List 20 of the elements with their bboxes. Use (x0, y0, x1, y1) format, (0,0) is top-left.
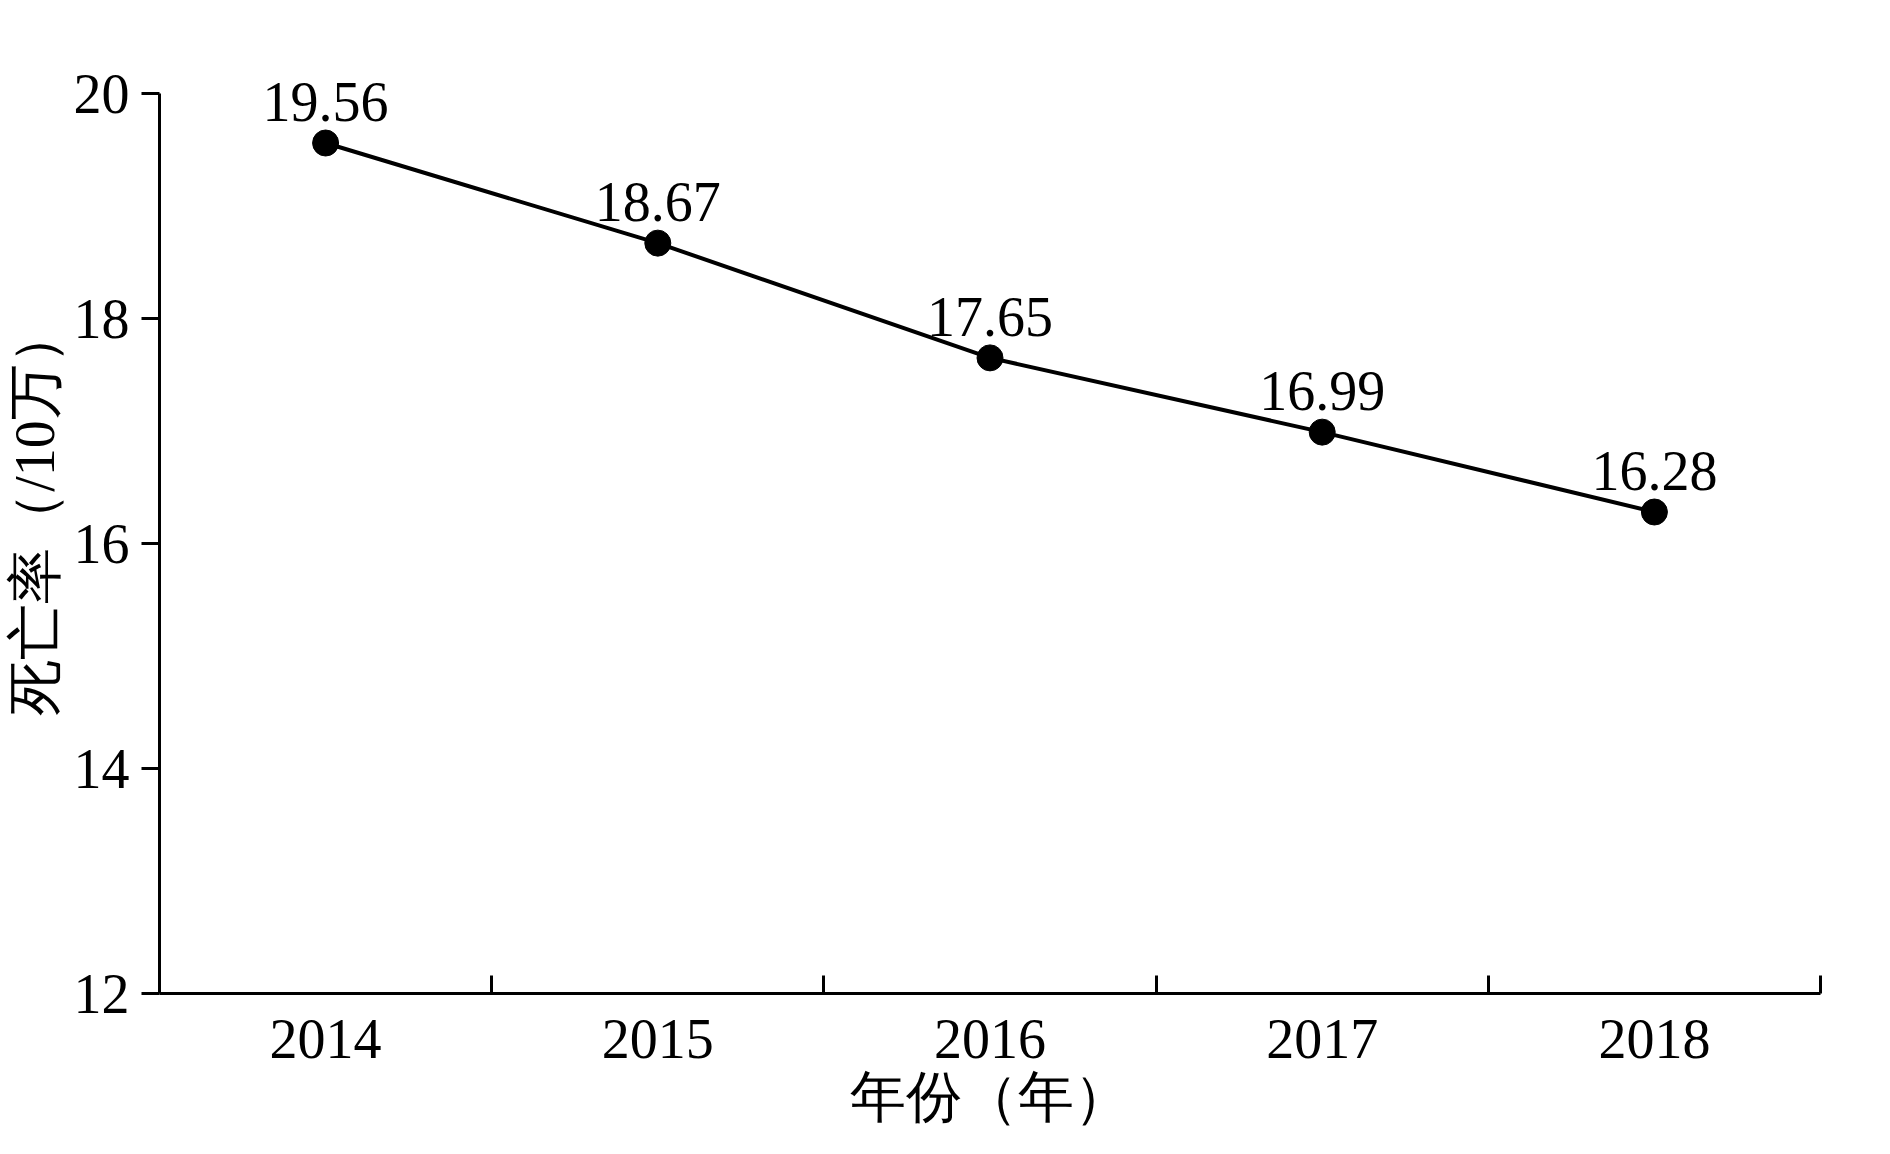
y-tick-label: 18 (73, 287, 130, 350)
x-tick-label: 2014 (269, 1007, 382, 1070)
point (644, 229, 672, 257)
data-label: 16.28 (1591, 440, 1718, 502)
x-tick-label: 2017 (1266, 1007, 1379, 1070)
point (976, 344, 1004, 372)
y-tick-label: 12 (73, 962, 130, 1025)
y-axis-title: 死亡率（/10万） (3, 308, 66, 716)
data-label: 19.56 (262, 71, 389, 133)
point (1308, 418, 1336, 446)
y-tick-label: 14 (73, 737, 130, 800)
data-label: 17.65 (927, 285, 1053, 348)
x-tick-label: 2015 (601, 1007, 714, 1070)
point (312, 129, 340, 157)
y-tick-label: 20 (73, 62, 130, 125)
y-tick-label: 16 (73, 512, 130, 575)
x-tick-label: 2018 (1598, 1007, 1711, 1070)
data-label: 18.67 (594, 171, 721, 234)
data-label: 16.99 (1259, 360, 1386, 423)
point (1640, 498, 1668, 526)
